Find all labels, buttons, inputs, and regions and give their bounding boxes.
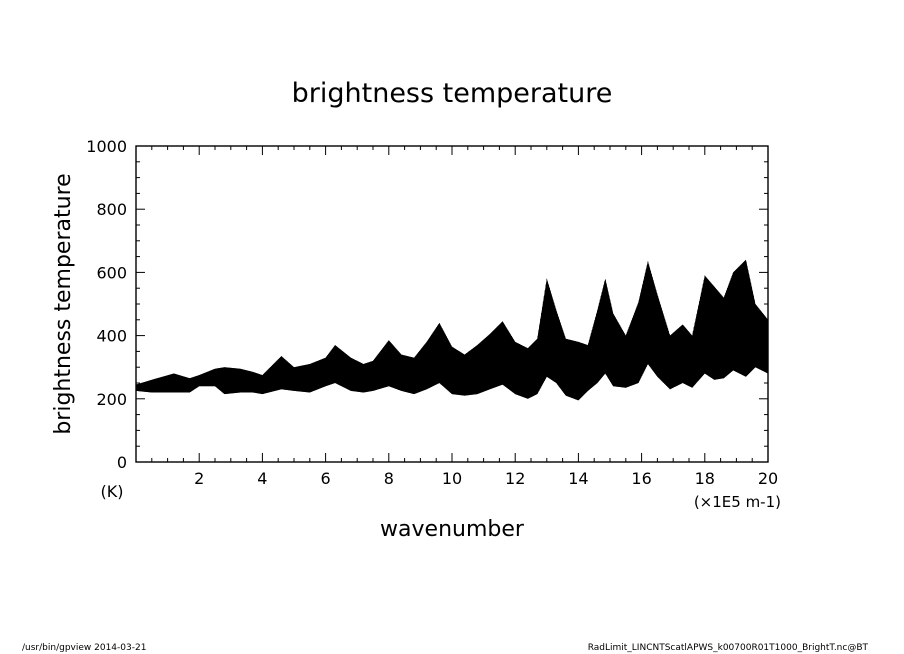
y-axis-label: brightness temperature [51, 173, 76, 434]
x-tick-label: 20 [758, 469, 778, 488]
y-tick-label: 600 [96, 263, 127, 282]
x-tick-labels: 2 4 6 8 10 12 14 16 18 20 [194, 469, 778, 488]
x-unit-label: (×1E5 m-1) [694, 493, 781, 511]
y-tick-label: 800 [96, 200, 127, 219]
x-tick-label: 16 [631, 469, 651, 488]
y-tick-label: 400 [96, 327, 127, 346]
plot-frame [135, 145, 769, 463]
footer-right: RadLimit_LINCNTScatlAPWS_k00700R01T1000_… [588, 643, 869, 653]
x-tick-label: 10 [442, 469, 462, 488]
series-trace-0 [135, 260, 769, 401]
chart-title: brightness temperature [292, 78, 613, 109]
x-axis-label: wavenumber [380, 517, 525, 542]
x-tick-label: 8 [384, 469, 394, 488]
series-band-0 [136, 259, 768, 401]
x-tick-label: 4 [257, 469, 267, 488]
axis-ticks [135, 145, 769, 463]
x-tick-label: 12 [505, 469, 525, 488]
y-tick-label: 0 [117, 453, 127, 472]
y-tick-label: 200 [96, 390, 127, 409]
y-unit-label: (K) [101, 482, 124, 501]
x-tick-label: 2 [194, 469, 204, 488]
x-tick-label: 14 [568, 469, 588, 488]
y-tick-label: 1000 [86, 137, 127, 156]
x-tick-label: 18 [695, 469, 715, 488]
data-series [135, 259, 769, 401]
x-tick-label: 6 [321, 469, 331, 488]
footer-left: /usr/bin/gpview 2014-03-21 [22, 643, 146, 653]
y-tick-labels: 0 200 400 600 800 1000 [86, 137, 127, 472]
